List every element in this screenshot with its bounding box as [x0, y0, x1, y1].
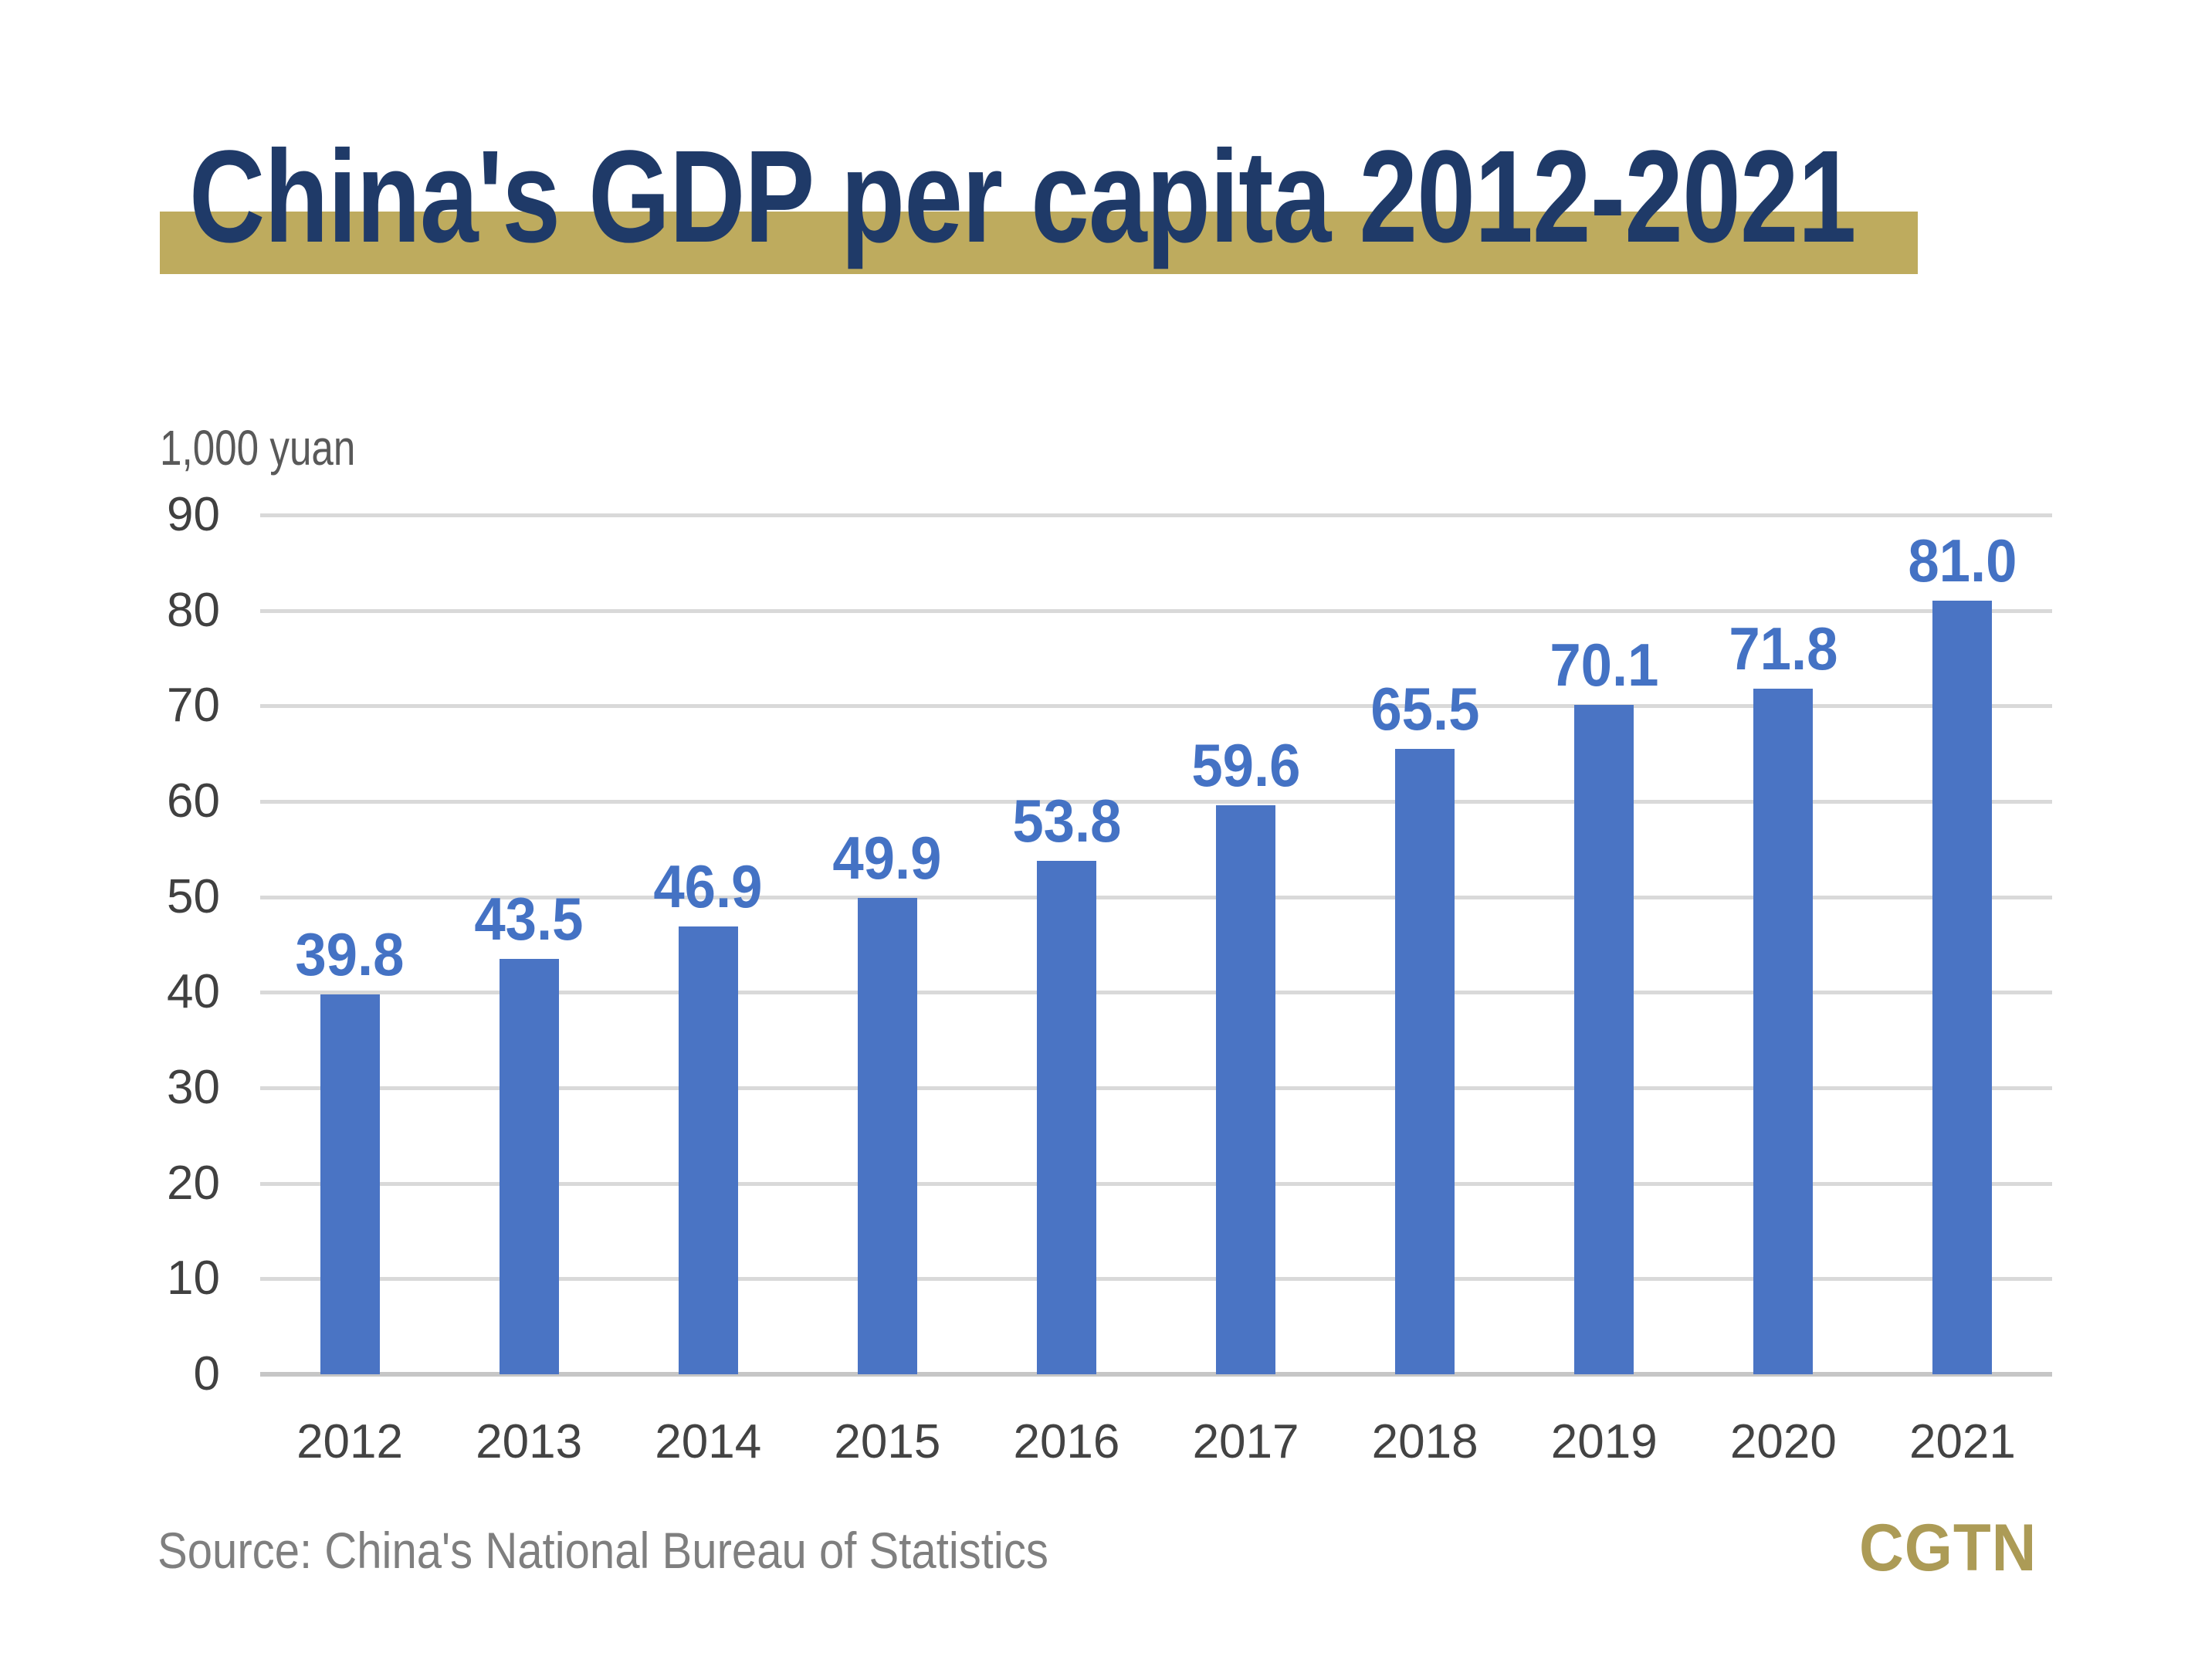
y-axis-tick-label: 70: [167, 679, 220, 733]
y-axis-tick-label: 0: [193, 1347, 220, 1401]
bar-value-label: 70.1: [1550, 631, 1659, 699]
x-axis-category-label: 2016: [1013, 1415, 1120, 1468]
source-attribution: Source: China's National Bureau of Stati…: [157, 1522, 1048, 1579]
x-axis-category-label: 2020: [1729, 1415, 1837, 1468]
bar-value-label: 81.0: [1908, 527, 2017, 595]
gridline: [260, 1277, 2052, 1282]
bar-2012: [320, 994, 380, 1374]
bar-2016: [1036, 860, 1096, 1374]
gridline: [260, 513, 2052, 517]
title-highlight-bar: [160, 212, 1918, 274]
x-axis-category-label: 2014: [655, 1415, 762, 1468]
y-axis-tick-label: 50: [167, 869, 220, 923]
bar-value-label: 43.5: [474, 885, 584, 953]
bar-2014: [678, 926, 738, 1374]
y-axis-tick-label: 60: [167, 774, 220, 828]
bar-2013: [499, 959, 559, 1374]
bar-value-label: 46.9: [653, 852, 763, 920]
bar-value-label: 59.6: [1191, 730, 1301, 799]
bar-value-label: 49.9: [832, 823, 942, 892]
y-axis-tick-label: 90: [167, 488, 220, 541]
y-axis-unit-label: 1,000 yuan: [160, 420, 356, 476]
x-axis-category-label: 2019: [1550, 1415, 1658, 1468]
y-axis-tick-label: 30: [167, 1061, 220, 1114]
x-axis-category-label: 2013: [476, 1415, 583, 1468]
x-axis-category-label: 2021: [1909, 1415, 2016, 1468]
bar-value-label: 53.8: [1011, 786, 1122, 855]
cgtn-logo: CGTN: [1859, 1511, 2037, 1585]
bar-value-label: 39.8: [295, 920, 405, 988]
bar-2018: [1395, 748, 1455, 1374]
y-axis-tick-label: 80: [167, 583, 220, 637]
gridline: [260, 704, 2052, 709]
bar-2019: [1574, 705, 1634, 1374]
gridline: [260, 608, 2052, 613]
plot-area: 39.8 43.5 46.9 49.9 53.8 59.6 65.5 70.1 71.8 81.0: [260, 513, 2052, 1377]
bar-2020: [1753, 689, 1814, 1374]
gridline: [260, 1086, 2052, 1090]
x-axis-line: [260, 1372, 2052, 1377]
gridline: [260, 991, 2052, 995]
x-axis-category-label: 2015: [834, 1415, 941, 1468]
gridline: [260, 800, 2052, 804]
gridline: [260, 1181, 2052, 1186]
bar-2017: [1216, 804, 1276, 1374]
chart-title: China's GDP per capita 2012-2021: [189, 124, 1856, 270]
bar-value-label: 65.5: [1370, 674, 1480, 743]
x-axis-category-label: 2017: [1192, 1415, 1299, 1468]
bar-value-label: 71.8: [1729, 615, 1838, 683]
bar-2021: [1932, 601, 1993, 1374]
bar-2015: [857, 897, 917, 1374]
y-axis-tick-label: 20: [167, 1156, 220, 1210]
gridline: [260, 895, 2052, 899]
y-axis-tick-label: 40: [167, 965, 220, 1019]
y-axis-tick-label: 10: [167, 1252, 220, 1306]
x-axis-category-label: 2012: [296, 1415, 404, 1468]
x-axis-category-label: 2018: [1371, 1415, 1478, 1468]
